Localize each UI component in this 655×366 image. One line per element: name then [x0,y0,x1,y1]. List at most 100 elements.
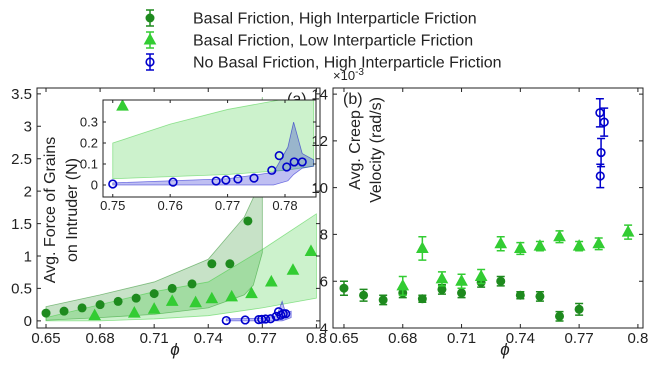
x-tick-label: 0.8 [306,330,327,347]
circle-marker [149,289,159,299]
y-tick-label: 0.5 [11,281,32,298]
open-circle-marker [297,157,307,167]
error-bar [596,163,605,189]
circle-marker [41,308,51,318]
triangle-marker [455,274,468,286]
circle-marker [457,288,467,298]
x-tick-label: 0.68 [388,330,417,347]
y-tick-label: 8 [320,227,328,244]
triangle-marker [553,229,566,242]
open-circle-marker [274,151,284,161]
axes-box [36,87,321,329]
triangle-marker [264,274,278,287]
y-tick-label: 14 [311,86,328,103]
plot-area [108,100,315,189]
y-tick-label: 0 [91,178,98,193]
panel-label: (b) [343,91,363,108]
y-scale-base: ×10 [333,68,355,83]
circle-marker [535,291,545,301]
triangle-marker [245,286,258,299]
x-tick-label: 0.76 [158,198,183,213]
circle-marker [187,279,197,289]
circle-marker [113,296,123,306]
circle-marker [243,216,253,226]
inset-background [103,100,316,197]
circle-marker [555,311,565,321]
x-tick-label: 0.65 [329,330,358,347]
open-circle-marker [108,179,118,189]
y-tick-label: 1 [24,248,32,265]
legend-label: Basal Friction, High Interparticle Frict… [193,11,477,28]
x-axis-label: ϕ [170,340,179,359]
triangle-marker [592,236,606,249]
x-tick-label: 0.74 [194,330,223,347]
y-axis-label: on Intruder (N) [64,158,81,262]
triangle-marker [225,289,239,302]
x-tick-label: 0.74 [506,330,535,347]
circle-marker [437,284,447,294]
x-tick-label: 0.78 [272,198,297,213]
plot-area [339,98,635,322]
triangle-marker [621,225,635,237]
circle-marker [515,290,525,300]
circle-marker [574,304,584,314]
circle-marker [207,259,217,269]
circle-marker [131,293,141,303]
y-tick-label: 0.2 [80,136,98,151]
axes-box [332,87,644,329]
x-tick-label: 0.77 [248,330,277,347]
triangle-marker [396,278,410,291]
x-tick-label: 0.8 [627,330,648,347]
y-axis-label: Velocity (rad/s) [368,97,385,203]
open-circle-marker [282,162,292,172]
y-tick-label: 2.5 [11,151,32,168]
open-circle-marker [168,177,178,187]
y-tick-label: 6 [320,273,328,290]
triangle-marker [165,294,179,306]
circle-marker [59,306,69,316]
circle-marker [496,276,506,286]
open-circle-marker [595,171,605,181]
x-tick-label: 0.77 [215,198,240,213]
triangle-marker [116,100,129,111]
triangle-marker [143,32,157,45]
y-scale-exponent: -3 [355,67,364,78]
circle-marker [359,290,369,300]
triangle-marker [494,236,508,249]
x-axis-label: ϕ [500,340,509,359]
error-bar [597,137,606,168]
y-axis-label: Avg. Creep [347,110,364,190]
legend-label: No Basal Friction, High Interparticle Fr… [193,55,502,72]
plot-area [41,97,318,326]
band [112,121,315,186]
open-circle-marker [267,165,277,175]
x-tick-label: 0.71 [447,330,476,347]
open-circle-marker [596,147,606,158]
triangle-marker [88,308,102,321]
x-tick-label: 0.65 [31,330,60,347]
legend-error-bar [146,53,154,71]
open-circle-marker [260,314,271,324]
circle-marker [339,283,349,293]
triangle-marker [533,239,547,251]
x-tick-label: 0.75 [100,198,125,213]
open-circle-marker [221,175,231,185]
x-tick-label: 0.77 [565,330,594,347]
circle-marker [145,13,155,23]
triangle-marker [127,306,141,318]
y-tick-label: 3 [24,119,32,136]
open-circle-marker [599,117,609,127]
axes-box [102,99,317,198]
y-tick-label: 1.5 [11,216,32,233]
open-circle-marker [221,315,231,326]
circle-marker [417,294,427,304]
triangle-marker [513,241,527,253]
triangle-marker [435,271,449,284]
y-tick-label: 2 [24,183,32,200]
open-circle-marker [257,314,267,324]
legend-label: Basal Friction, Low Interparticle Fricti… [193,33,473,50]
circle-marker [225,259,235,269]
open-circle-marker [145,57,155,67]
triangle-marker [572,239,586,251]
